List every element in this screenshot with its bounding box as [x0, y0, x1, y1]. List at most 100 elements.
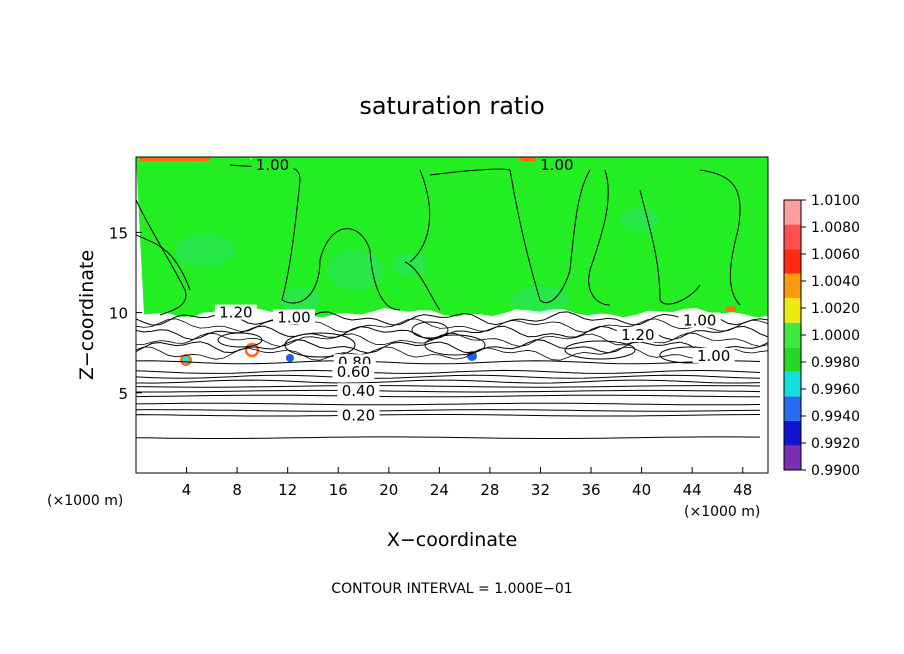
contour-line [136, 385, 761, 388]
colorbar-bin [784, 445, 801, 470]
colorbar-bin [784, 420, 801, 446]
x-tick-label: 4 [182, 481, 192, 499]
colorbar-bin [784, 224, 801, 250]
contour-label: 1.20 [219, 304, 252, 322]
contour-line [136, 389, 761, 393]
y-tick-label: 5 [118, 385, 128, 403]
colorbar: 0.9900 0.9920 0.9940 0.9960 0.9980 1.0000 1.00… [783, 193, 860, 479]
contour-line [136, 346, 768, 361]
colorbar-label: 1.0000 [811, 328, 860, 344]
x-tick-label: 36 [581, 481, 600, 499]
plot-frame [135, 156, 769, 474]
y-tick-label: 15 [109, 224, 128, 242]
contour-line [136, 374, 761, 379]
contour-label: 1.00 [540, 156, 573, 174]
colorbar-bin [784, 298, 801, 323]
contour-label-bg [332, 363, 375, 379]
contour-label: 1.00 [256, 156, 289, 174]
contour-line [136, 436, 761, 439]
moist-patch [175, 234, 235, 266]
contour-loop [284, 332, 356, 358]
contour-label: 1.00 [697, 347, 730, 365]
blob [726, 306, 736, 312]
contour-label: 0.20 [342, 406, 375, 424]
x-axis-label: X−coordinate [387, 529, 517, 551]
colorbar-label: 0.9920 [811, 436, 860, 452]
contour-line [136, 414, 761, 417]
contour-line [136, 199, 187, 316]
x-tick-label: 44 [683, 481, 702, 499]
contour-line [136, 394, 761, 398]
contour-label: 1.20 [621, 326, 654, 344]
contour-label-bg [692, 347, 735, 363]
x-tick-label: 12 [278, 481, 297, 499]
x-tick-label: 20 [379, 481, 398, 499]
contour-label-bg [251, 157, 294, 173]
chart-title: saturation ratio [359, 92, 544, 120]
x-unit-left: (×1000 m) [47, 493, 123, 509]
contour-line [136, 234, 191, 291]
contour-interval-note: CONTOUR INTERVAL = 1.000E−01 [331, 581, 572, 597]
blob [180, 354, 192, 366]
contour-line [136, 409, 761, 412]
contour-label: 0.40 [342, 382, 375, 400]
contour-label: 1.00 [683, 312, 716, 330]
colorbar-bin [784, 249, 801, 274]
colorbar-bin [784, 200, 801, 225]
contour-label-bg [535, 157, 578, 173]
moist-patch [620, 208, 660, 232]
colorbar-label: 1.0020 [811, 301, 860, 317]
x-tick-label: 40 [632, 481, 651, 499]
moist-patch [327, 250, 383, 290]
contour-line [409, 169, 431, 263]
contour-label-bg [337, 407, 380, 423]
saturated-layer [136, 157, 768, 318]
contour-loop [217, 332, 263, 348]
contour-label-bg [337, 383, 380, 399]
contour-loop [424, 334, 486, 356]
colorbar-bin [784, 347, 801, 372]
x-unit-right: (×1000 m) [684, 504, 760, 520]
turbulent-contours [136, 311, 768, 364]
plot-area: 1.00 1.001.20 1.00 1.001.201.000.800.600.40… [109, 156, 769, 499]
y-axis-label: Z−coordinate [76, 250, 98, 380]
contour-label-bg [214, 304, 257, 320]
x-tick-label: 16 [329, 481, 348, 499]
contour-loop [564, 340, 636, 360]
contour-line [699, 169, 741, 306]
colorbar-bin [784, 273, 801, 299]
field: 1.00 1.001.20 1.00 1.001.201.000.800.600.40… [136, 156, 768, 473]
colorbar-label: 1.0080 [811, 220, 860, 236]
contour-line [429, 168, 591, 303]
contour-label-bg [273, 309, 315, 325]
colorbar-label: 0.9900 [811, 463, 860, 479]
x-tick-label: 28 [480, 481, 499, 499]
colorbar-bin [784, 396, 801, 421]
colorbar-label: 0.9940 [811, 409, 860, 425]
colorbar-label: 1.0060 [811, 247, 860, 263]
contour-lines [136, 164, 741, 316]
contour-label: 1.00 [277, 308, 310, 326]
colorbar-label: 1.0040 [811, 274, 860, 290]
supersat-rim [140, 157, 210, 161]
y-tick-label: 10 [109, 305, 128, 323]
contour-line [136, 402, 761, 406]
contour-line [588, 169, 611, 306]
x-tick-label: 32 [531, 481, 550, 499]
contour-loop [411, 321, 449, 339]
contour-label-bg [616, 327, 659, 343]
contour-line [136, 379, 761, 384]
colorbar-bin [784, 322, 801, 348]
contour-line [229, 164, 401, 311]
x-tick-label: 48 [733, 481, 752, 499]
contour-line [404, 261, 441, 311]
contour-line [136, 369, 761, 374]
contour-line [639, 189, 701, 305]
contour-line [136, 360, 761, 365]
contour-line [136, 332, 768, 347]
colorbar-label: 1.0100 [811, 193, 860, 209]
stratified-contours [136, 360, 761, 439]
blob [286, 354, 294, 362]
contour-label: 0.60 [337, 363, 370, 381]
